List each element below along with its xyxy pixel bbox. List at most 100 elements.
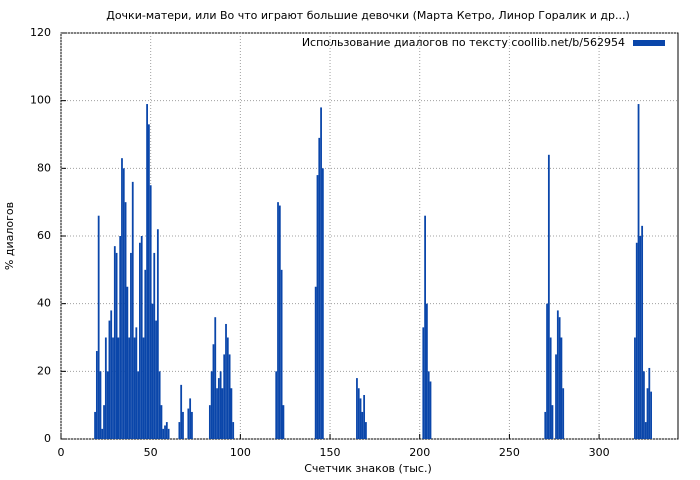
bar bbox=[110, 310, 113, 439]
bar bbox=[219, 371, 222, 439]
bar bbox=[556, 310, 559, 439]
x-tick-label: 50 bbox=[144, 446, 158, 459]
bar bbox=[318, 137, 321, 439]
bar bbox=[223, 354, 226, 439]
bar bbox=[639, 236, 642, 439]
bar bbox=[226, 337, 229, 439]
bar bbox=[558, 317, 561, 439]
bar bbox=[280, 269, 283, 439]
bar bbox=[124, 202, 127, 439]
bar bbox=[139, 242, 141, 439]
bar bbox=[122, 168, 125, 440]
bar bbox=[165, 422, 168, 439]
y-tick-label: 80 bbox=[37, 161, 51, 174]
bar bbox=[95, 351, 98, 439]
bar bbox=[137, 371, 140, 439]
bar bbox=[635, 242, 638, 439]
bar bbox=[547, 154, 550, 440]
y-tick-label: 0 bbox=[44, 432, 51, 445]
x-tick-label: 100 bbox=[230, 446, 251, 459]
x-tick-label: 0 bbox=[58, 446, 65, 459]
bar bbox=[133, 337, 136, 439]
bar bbox=[101, 428, 104, 439]
bar bbox=[278, 205, 281, 439]
bar bbox=[180, 384, 183, 439]
bar bbox=[555, 354, 557, 439]
bar bbox=[321, 168, 324, 440]
bar bbox=[103, 405, 105, 439]
bar bbox=[164, 425, 166, 439]
bar bbox=[104, 337, 107, 439]
y-tick-label: 120 bbox=[30, 26, 51, 39]
bar bbox=[130, 252, 132, 439]
bar bbox=[641, 225, 644, 439]
bar bbox=[357, 388, 360, 439]
bar bbox=[356, 378, 358, 439]
bar bbox=[316, 175, 319, 439]
bar bbox=[162, 428, 165, 439]
bar bbox=[650, 391, 652, 439]
bar bbox=[228, 354, 231, 439]
bar bbox=[544, 411, 547, 439]
bar bbox=[94, 411, 96, 439]
bar bbox=[153, 252, 156, 439]
bar bbox=[112, 337, 114, 439]
bar bbox=[113, 246, 116, 439]
bar bbox=[359, 398, 362, 439]
bar bbox=[182, 411, 184, 439]
bar bbox=[140, 236, 143, 439]
bar bbox=[562, 388, 565, 439]
x-tick-label: 200 bbox=[409, 446, 430, 459]
bar bbox=[551, 405, 554, 439]
bar bbox=[422, 327, 425, 439]
y-axis-label: % диалогов bbox=[3, 202, 16, 270]
bar bbox=[178, 422, 181, 439]
bar bbox=[208, 405, 211, 439]
bar bbox=[146, 104, 148, 440]
y-tick-label: 40 bbox=[37, 297, 51, 310]
bar bbox=[546, 303, 548, 439]
bar bbox=[225, 323, 227, 439]
bar bbox=[128, 337, 131, 439]
bar bbox=[117, 337, 120, 439]
bar bbox=[126, 286, 129, 439]
bar bbox=[212, 344, 215, 439]
bar bbox=[155, 320, 157, 439]
bar bbox=[361, 411, 364, 439]
bar bbox=[230, 388, 233, 439]
y-tick-label: 20 bbox=[37, 364, 51, 377]
bar bbox=[221, 388, 224, 439]
bar bbox=[637, 104, 640, 440]
bar bbox=[427, 371, 430, 439]
bar bbox=[106, 371, 109, 439]
bar bbox=[314, 286, 317, 439]
bar bbox=[424, 215, 426, 439]
bar bbox=[115, 252, 118, 439]
bar bbox=[151, 303, 154, 439]
bar bbox=[560, 337, 563, 439]
bar bbox=[643, 371, 645, 439]
bar bbox=[275, 371, 278, 439]
bar bbox=[282, 405, 285, 439]
bar bbox=[214, 317, 217, 439]
bar bbox=[644, 422, 647, 439]
bar bbox=[167, 428, 170, 439]
bar bbox=[425, 303, 428, 439]
legend-swatch bbox=[633, 40, 665, 46]
bar bbox=[160, 405, 163, 439]
bar bbox=[149, 185, 152, 439]
bar bbox=[97, 215, 100, 439]
bar bbox=[189, 398, 192, 439]
bar bbox=[119, 236, 122, 439]
bar bbox=[121, 158, 123, 439]
bar bbox=[634, 337, 636, 439]
bar bbox=[365, 422, 367, 439]
bar bbox=[108, 320, 111, 439]
x-tick-label: 250 bbox=[499, 446, 520, 459]
y-tick-label: 60 bbox=[37, 229, 51, 242]
bar bbox=[216, 388, 218, 439]
chart-title: Дочки-матери, или Во что играют большие … bbox=[106, 9, 630, 22]
bar bbox=[232, 422, 235, 439]
bar bbox=[646, 388, 649, 439]
